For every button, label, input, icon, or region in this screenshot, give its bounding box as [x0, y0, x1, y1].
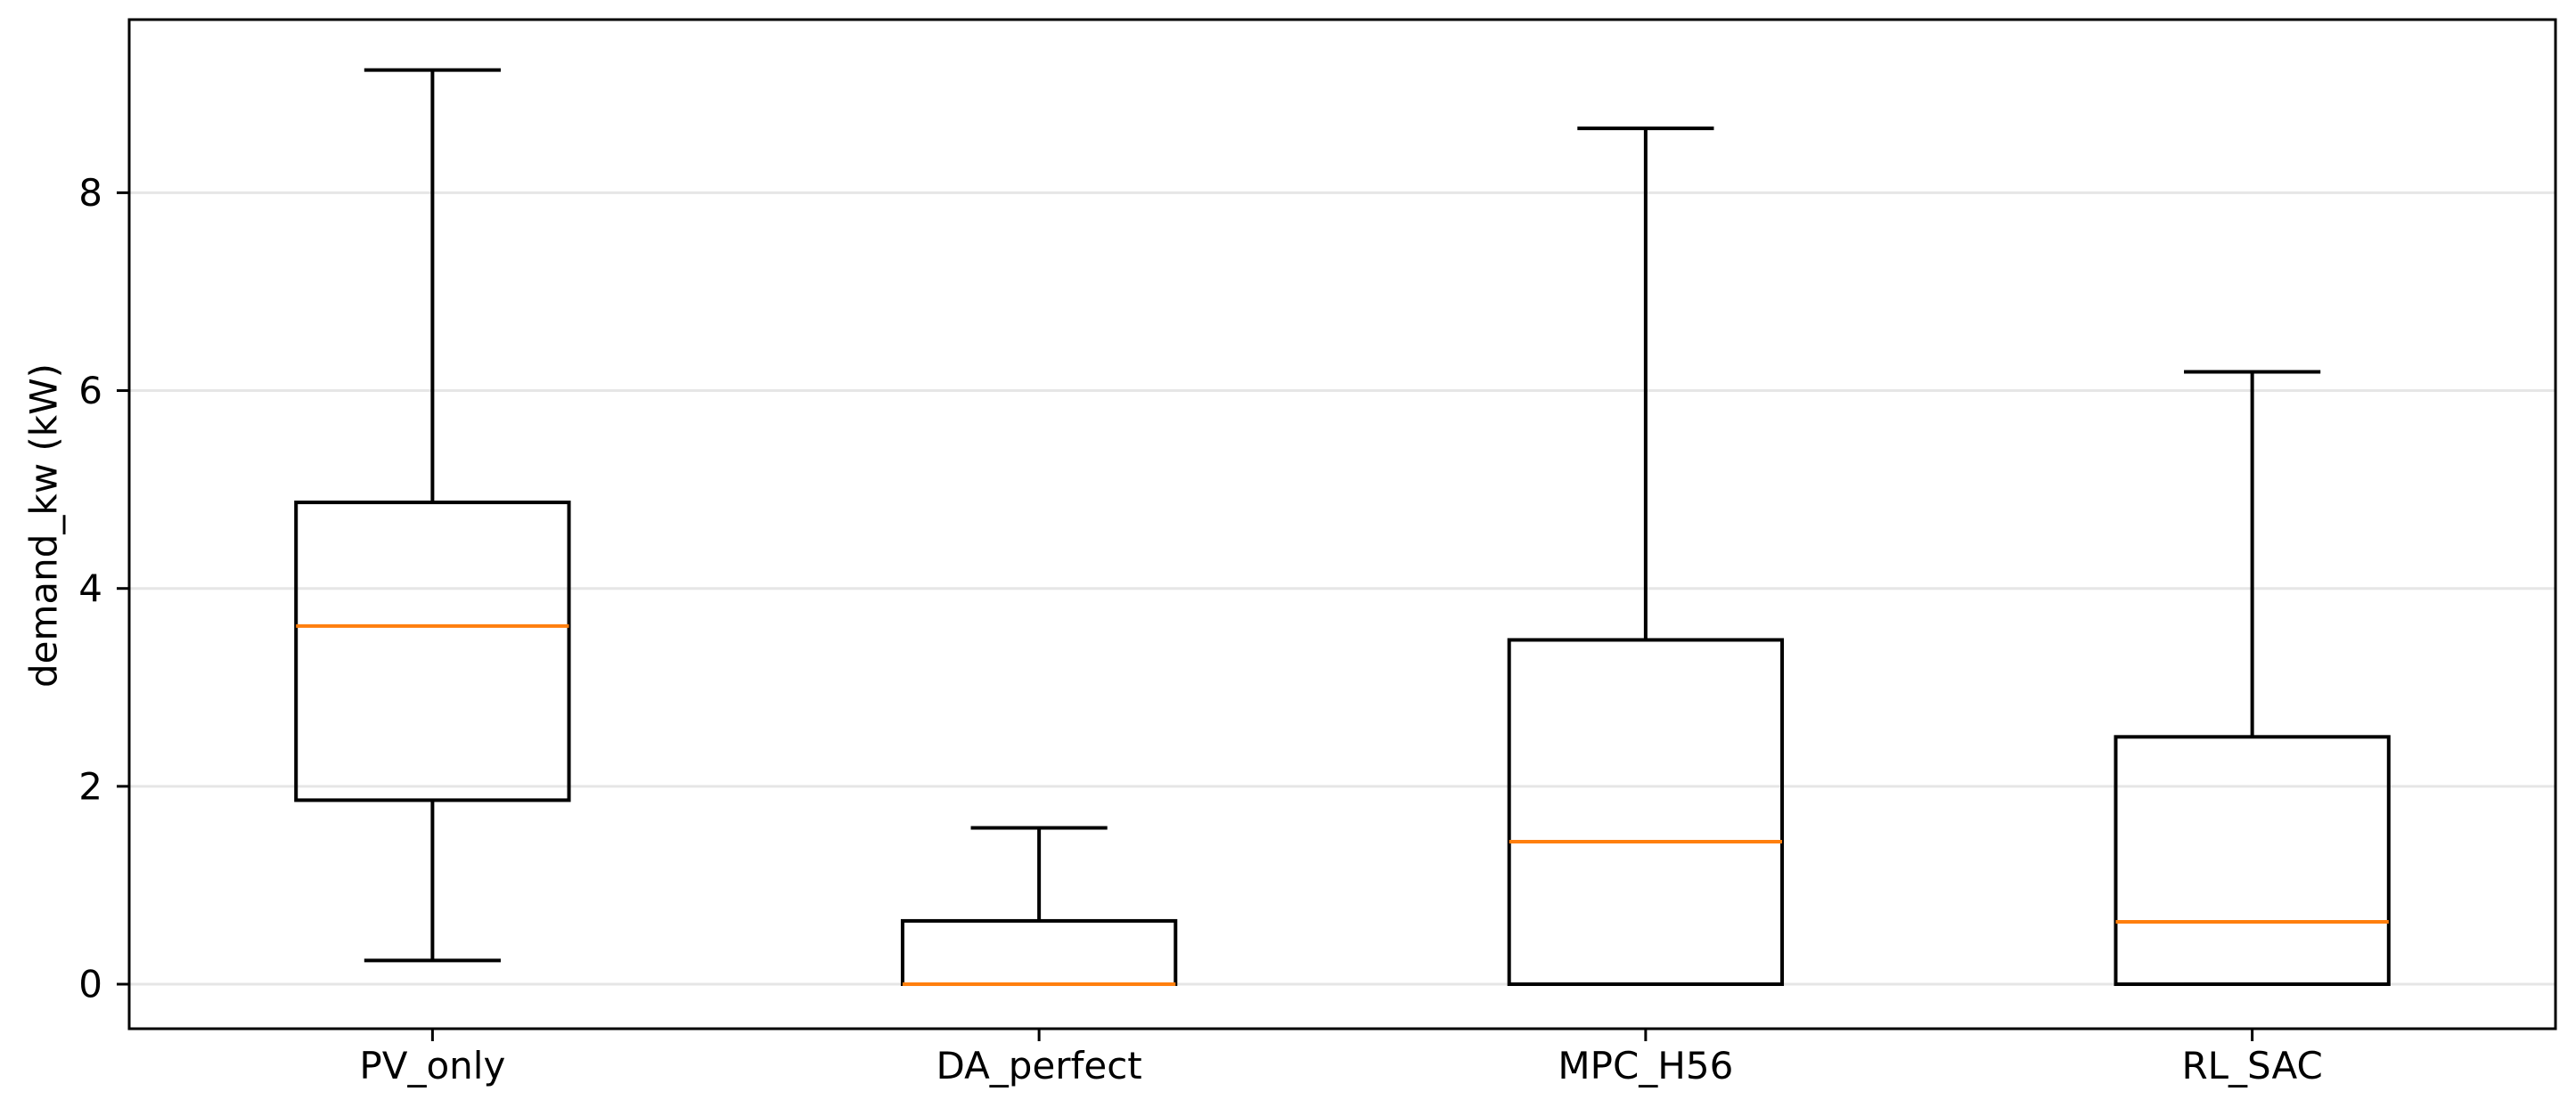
box-plot-boxes — [294, 68, 2391, 987]
grid-lines — [129, 191, 2556, 986]
box-DA_perfect — [900, 826, 1178, 987]
x-axis-ticks: PV_only DA_perfect MPC_H56 RL_SAC — [359, 1029, 2323, 1087]
y-tick-label: 4 — [78, 566, 102, 610]
y-tick-label: 8 — [78, 171, 102, 215]
x-tick-label: MPC_H56 — [1558, 1044, 1733, 1087]
x-tick-label: RL_SAC — [2181, 1044, 2322, 1087]
iqr-box — [2114, 735, 2391, 987]
box-MPC_H56 — [1507, 126, 1785, 987]
plot-frame — [127, 18, 2557, 1030]
iqr-box — [1507, 638, 1785, 987]
y-tick-label: 6 — [78, 369, 102, 412]
box-PV_only — [294, 68, 571, 963]
iqr-box — [294, 501, 571, 802]
iqr-box — [900, 918, 1178, 987]
x-tick-label: DA_perfect — [936, 1044, 1141, 1087]
y-axis-ticks: 0 2 4 6 8 — [78, 171, 129, 1006]
x-tick-label: PV_only — [359, 1044, 505, 1087]
y-tick-label: 0 — [78, 963, 102, 1006]
y-tick-label: 2 — [78, 764, 102, 808]
box-RL_SAC — [2114, 370, 2391, 987]
y-axis-label: demand_kw (kW) — [22, 363, 66, 688]
